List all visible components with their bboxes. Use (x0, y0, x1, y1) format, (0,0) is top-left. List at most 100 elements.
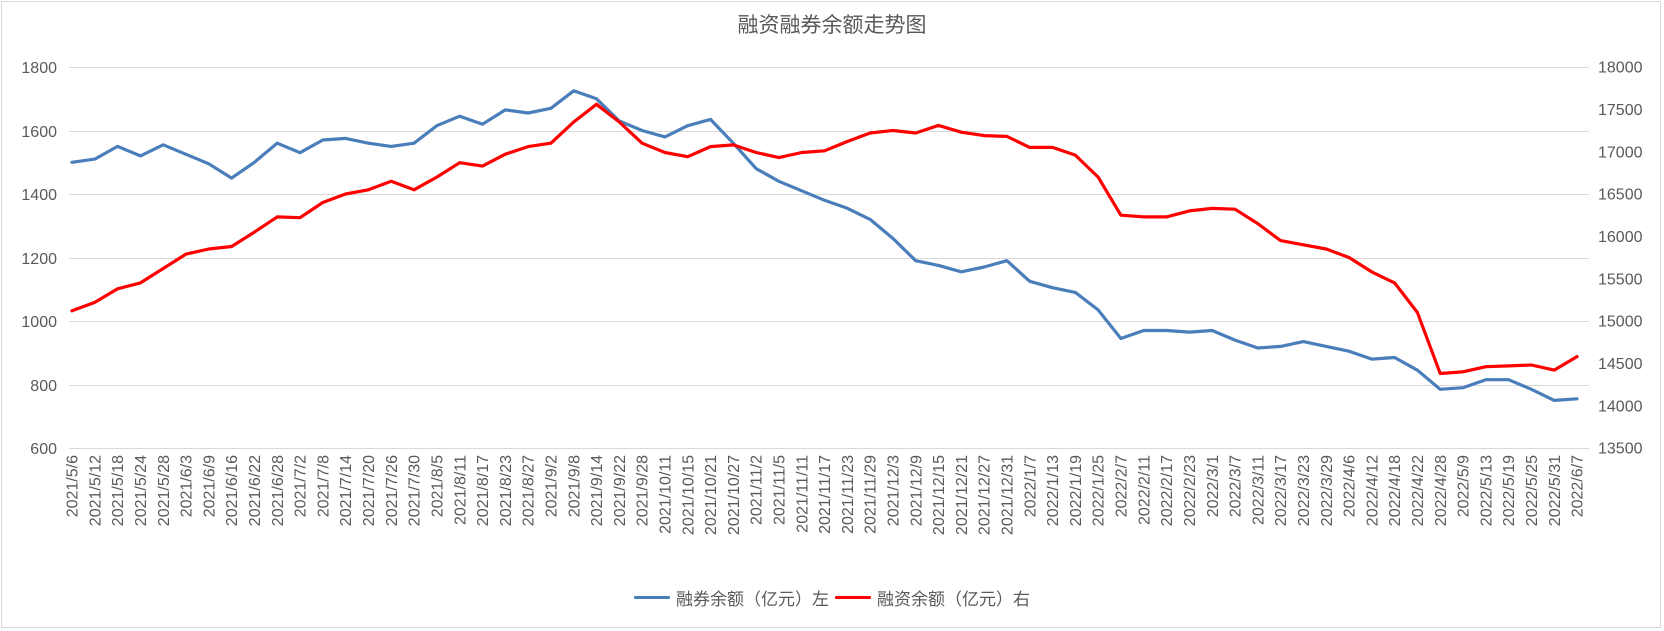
data-point-financing (1370, 270, 1374, 274)
data-point-securities-lending (1210, 329, 1214, 332)
x-tick-label: 2021/10/15 (680, 455, 697, 535)
x-tick-label: 2022/3/23 (1296, 455, 1313, 526)
data-point-securities-lending (640, 129, 644, 132)
x-tick-label: 2022/4/12 (1364, 455, 1381, 526)
x-tick-label: 2021/9/8 (566, 455, 583, 517)
data-point-financing (709, 145, 712, 149)
x-tick-label: 2021/8/27 (521, 455, 538, 526)
y-right-tick-label: 17500 (1598, 102, 1643, 119)
data-point-securities-lending (845, 206, 849, 210)
data-point-securities-lending (1119, 337, 1123, 340)
data-point-financing (116, 287, 119, 291)
data-point-securities-lending (1507, 378, 1510, 382)
data-point-financing (1073, 153, 1077, 157)
data-point-financing (845, 140, 849, 143)
data-point-securities-lending (595, 97, 598, 101)
data-point-securities-lending (1461, 386, 1465, 390)
data-point-securities-lending (914, 259, 918, 263)
x-tick-label: 2021/7/20 (361, 455, 378, 526)
x-tick-label: 2021/7/8 (315, 455, 332, 517)
data-point-securities-lending (1324, 345, 1328, 348)
data-point-financing (1187, 209, 1191, 213)
data-point-financing (253, 230, 256, 234)
data-point-financing (1484, 365, 1488, 369)
data-point-financing (1552, 368, 1556, 372)
x-tick-label: 2022/3/17 (1273, 455, 1290, 526)
x-tick-label: 2021/5/24 (133, 455, 150, 526)
data-point-financing (458, 161, 462, 165)
data-point-securities-lending (161, 143, 165, 147)
data-point-financing (367, 188, 370, 192)
x-tick-label: 2021/11/2 (749, 455, 766, 525)
data-point-securities-lending (937, 264, 940, 267)
x-tick-label: 2022/5/19 (1501, 455, 1518, 526)
legend-label-securities-lending: 融券余额（亿元）左 (676, 589, 829, 609)
data-point-financing (1096, 175, 1100, 179)
data-point-securities-lending (823, 198, 826, 202)
data-point-securities-lending (1187, 330, 1191, 334)
data-point-financing (982, 134, 986, 138)
data-point-financing (1210, 207, 1214, 210)
y-left-tick-label: 1000 (21, 314, 57, 331)
data-point-financing (1530, 363, 1533, 367)
series-line-financing[interactable] (70, 102, 1579, 376)
data-point-securities-lending (1393, 356, 1396, 359)
x-tick-label: 2021/12/3 (886, 455, 903, 526)
series-line-securities-lending[interactable] (70, 89, 1579, 402)
legend-item-securities-lending[interactable]: 融券余额（亿元）左 (634, 585, 829, 610)
data-point-financing (70, 309, 74, 313)
data-point-securities-lending (709, 118, 712, 121)
data-point-financing (1324, 247, 1328, 251)
y-left-tick-label: 800 (30, 378, 57, 395)
data-point-securities-lending (344, 137, 347, 140)
x-tick-label: 2021/10/27 (726, 455, 743, 535)
x-tick-label: 2022/5/25 (1524, 455, 1541, 526)
data-point-securities-lending (458, 114, 462, 118)
data-point-financing (595, 102, 598, 106)
data-point-financing (731, 143, 735, 147)
data-point-financing (572, 120, 576, 124)
data-point-financing (139, 281, 142, 285)
y-right-tick-label: 16000 (1598, 229, 1643, 246)
data-point-securities-lending (503, 108, 507, 112)
x-tick-label: 2022/5/13 (1478, 455, 1495, 526)
legend: 融券余额（亿元）左 融资余额（亿元）右 (0, 584, 1664, 610)
x-tick-label: 2022/1/13 (1045, 455, 1062, 526)
x-tick-label: 2022/3/1 (1205, 455, 1222, 517)
data-point-financing (663, 151, 667, 154)
data-point-financing (800, 151, 804, 154)
x-tick-label: 2021/11/11 (794, 455, 811, 533)
data-point-securities-lending (777, 179, 781, 183)
data-point-financing (640, 141, 644, 145)
data-point-securities-lending (868, 218, 872, 221)
x-tick-label: 2022/4/28 (1433, 455, 1450, 526)
data-point-financing (412, 188, 416, 192)
data-point-financing (823, 149, 826, 153)
data-point-securities-lending (1530, 387, 1533, 391)
data-point-securities-lending (321, 138, 325, 142)
data-point-financing (184, 252, 188, 256)
x-tick-label: 2022/2/11 (1136, 455, 1153, 525)
legend-label-financing: 融资余额（亿元）右 (877, 589, 1030, 609)
x-tick-label: 2021/11/17 (817, 455, 834, 534)
data-point-securities-lending (549, 106, 553, 110)
data-point-securities-lending (1256, 346, 1260, 350)
data-point-securities-lending (526, 111, 530, 115)
x-tick-label: 2022/4/6 (1342, 455, 1359, 517)
data-point-financing (1165, 215, 1168, 219)
legend-item-financing[interactable]: 融资余额（亿元）右 (835, 585, 1030, 610)
x-tick-label: 2022/6/7 (1570, 455, 1587, 517)
data-point-financing (1119, 213, 1123, 217)
data-point-financing (1302, 243, 1305, 247)
data-point-securities-lending (1302, 340, 1305, 343)
data-point-financing (617, 120, 621, 124)
data-point-securities-lending (1347, 349, 1351, 353)
y-left-tick-label: 1800 (21, 60, 57, 77)
left-axis-labels: 600 800 1000 1200 1400 1600 1800 (21, 60, 57, 458)
x-tick-label: 2021/6/3 (179, 455, 196, 517)
data-point-financing (914, 131, 918, 135)
x-tick-label: 2021/12/21 (954, 455, 971, 535)
data-point-financing (1507, 364, 1510, 368)
